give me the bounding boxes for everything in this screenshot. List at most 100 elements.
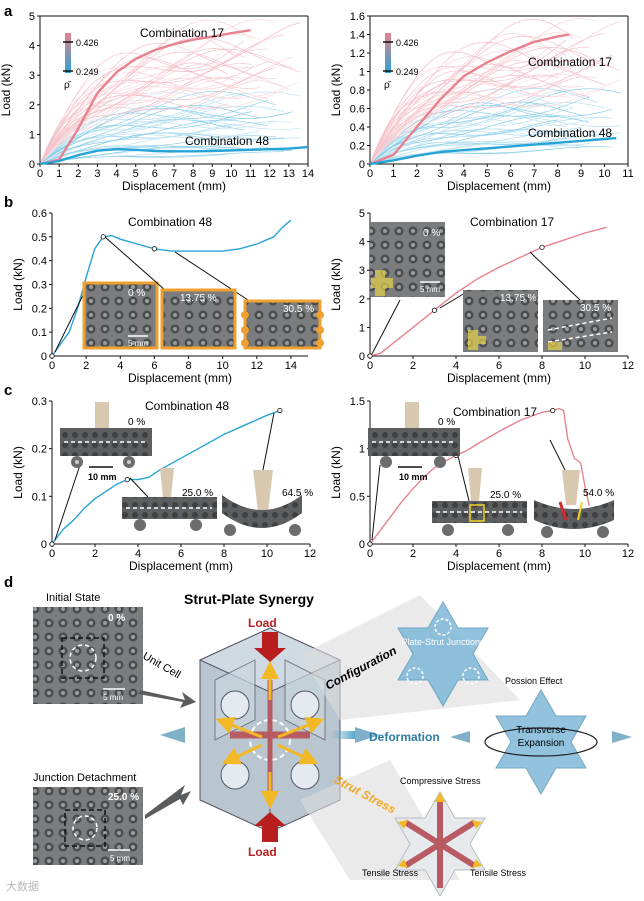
c-left-ytick-label: 0.2 (32, 444, 47, 456)
a-left-xtick-label: 12 (264, 168, 276, 180)
c-right-marker (368, 542, 372, 546)
b-left-xtick-label: 12 (251, 360, 263, 372)
c-left-xtick-label: 0 (49, 548, 55, 560)
b-right-marker (432, 308, 436, 312)
a-right-xlabel: Displacement (mm) (447, 179, 551, 193)
d-junction-photo: 25.0 % 5 mm (33, 787, 143, 865)
d-side-arrow-right-shaft (330, 731, 355, 739)
a-left-combination-17-label: Combination 17 (140, 26, 224, 40)
c-left-ylabel: Load (kN) (11, 446, 25, 499)
a-left-xtick-label: 11 (245, 168, 256, 180)
a-right-xtick-label: 0 (367, 168, 373, 180)
d-possion-label: Possion Effect (505, 676, 563, 686)
c-left-xlabel: Displacement (mm) (129, 559, 233, 573)
b-right-inset-1-label: 13.75 % (500, 293, 537, 304)
d-tensile-left-label: Tensile Stress (362, 868, 419, 878)
b-left-ytick-label: 0.4 (32, 256, 47, 268)
c-left-xtick-label: 12 (304, 548, 316, 560)
c-left-inset-1: 25.0 % (122, 468, 217, 531)
b-right-inset-0: 0 % 5 mm (370, 222, 445, 354)
c-left-marker (278, 408, 282, 412)
b-left-marker (50, 354, 54, 358)
c-right-xtick-label: 2 (410, 548, 416, 560)
a-left-xtick-label: 14 (302, 168, 314, 180)
b-right-inset-2: 30.5 % (543, 300, 618, 352)
b-left-scalebar: 5 mm (128, 339, 148, 348)
a-right-xtick-label: 2 (414, 168, 420, 180)
b-right-inset-0-label: 0 % (423, 228, 440, 239)
a-left-xtick-label: 2 (75, 168, 81, 180)
a-right-ytick-label: 0.2 (350, 141, 365, 153)
d-side-arrow-left (160, 727, 185, 743)
b-left-ytick-label: 0.3 (32, 280, 47, 292)
panel-label-c: c (4, 382, 12, 399)
b-left-ytick-label: 0.1 (32, 327, 47, 339)
b-right-xtick-label: 12 (622, 360, 634, 372)
d-tensile-right-label: Tensile Stress (470, 868, 527, 878)
d-junction-scalebar: 5 mm (110, 854, 130, 863)
colorbar-left: 0.426 0.249 ρ̄ (63, 33, 99, 91)
c-right-inset-1: 25.0 % (432, 456, 527, 536)
b-right-xtick-label: 2 (410, 360, 416, 372)
b-right-ylabel: Load (kN) (329, 258, 343, 311)
c-right-title: Combination 17 (453, 405, 537, 419)
figure-canvas: a b c d 0 1 2 3 4 5 6 7 8 9 10 11 12 13 14012345Displa… (0, 0, 644, 896)
d-fan-top (300, 595, 520, 720)
b-left-marker (101, 235, 105, 239)
b-left-ytick-label: 0.2 (32, 303, 47, 315)
c-left-ytick-label: 0.3 (32, 396, 47, 408)
d-expansion-label: Expansion (518, 738, 565, 749)
colorbar-low-label: 0.249 (76, 67, 99, 77)
b-left-marker (152, 247, 156, 251)
a-right-ylabel: Load (kN) (329, 64, 343, 117)
c-right-inset-2: 54.0 % (534, 440, 614, 538)
d-initial-state-label: Initial State (46, 592, 100, 604)
c-left-inset-2: 64.5 % (222, 413, 313, 536)
c-right-inset-2-label: 54.0 % (583, 488, 614, 499)
c-right-scalebar: 10 mm (399, 472, 428, 482)
b-right-inset-2-label: 30.5 % (580, 303, 611, 314)
b-right-xlabel: Displacement (mm) (447, 371, 551, 385)
c-left-marker (50, 542, 54, 546)
d-junction-detachment-label: Junction Detachment (33, 772, 136, 784)
c-left-ytick-label: 0 (41, 539, 47, 551)
c-left-ytick-label: 0.1 (32, 491, 47, 503)
a-right-xtick-label: 10 (598, 168, 610, 180)
c-left-inset-0: 0 % 10 mm (55, 402, 152, 540)
c-right-inset-0-label: 0 % (438, 417, 455, 428)
colorbar-high-label-right: 0.426 (396, 38, 419, 48)
a-right-ytick-label: 0.8 (350, 85, 365, 97)
b-left-inset-2: 30.5 % (241, 301, 324, 348)
c-right-xtick-label: 0 (367, 548, 373, 560)
b-left-xlabel: Displacement (mm) (128, 371, 232, 385)
d-compressive-label: Compressive Stress (400, 776, 481, 786)
d-unit-cell-label: Unit Cell (141, 650, 183, 681)
colorbar-right: 0.426 0.249 ρ̄ (383, 33, 419, 91)
a-left-ytick-label: 1 (29, 129, 35, 141)
panel-label-b: b (4, 194, 13, 211)
c-left-marker (125, 477, 129, 481)
b-left-xtick-label: 0 (49, 360, 55, 372)
b-left-ytick-label: 0 (41, 351, 47, 363)
b-left-xtick-label: 2 (83, 360, 89, 372)
a-right-xtick-label: 3 (437, 168, 443, 180)
a-left-xtick-label: 4 (114, 168, 120, 180)
a-left-ytick-label: 4 (29, 41, 35, 53)
a-left-ylabel: Load (kN) (0, 64, 13, 117)
c-right-marker (551, 408, 555, 412)
c-right-ytick-label: 1 (359, 444, 365, 456)
b-left-ylabel: Load (kN) (11, 258, 25, 311)
a-right-ytick-label: 0.6 (350, 104, 365, 116)
colorbar-low-label-right: 0.249 (396, 67, 419, 77)
a-left-xlabel: Displacement (mm) (122, 179, 226, 193)
d-initial-scalebar: 5 mm (103, 693, 123, 702)
b-left-inset-1-label: 13.75 % (180, 293, 217, 304)
c-left-xtick-label: 2 (92, 548, 98, 560)
d-initial-pct: 0 % (108, 613, 125, 624)
c-right-ytick-label: 0 (359, 539, 365, 551)
b-right-scalebar: 5 mm (420, 285, 440, 294)
c-left-scalebar: 10 mm (88, 472, 117, 482)
a-right-ytick-label: 1 (359, 67, 365, 79)
c-left-xtick-label: 10 (261, 548, 273, 560)
b-left-inset-2-label: 30.5 % (283, 304, 314, 315)
